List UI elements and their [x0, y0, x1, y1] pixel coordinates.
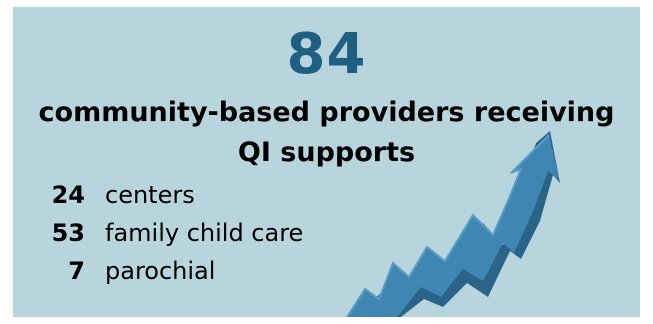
trending-up-arrow-icon — [346, 131, 560, 317]
breakdown-row-centers: 24 centers — [29, 181, 349, 219]
breakdown-row-family-child-care: 53 family child care — [29, 219, 349, 257]
breakdown-count: 24 — [51, 181, 85, 209]
arrow-highlight — [346, 134, 550, 317]
headline-line-1: community-based providers receiving — [38, 97, 615, 128]
breakdown-label: family child care — [105, 219, 304, 247]
breakdown-label: parochial — [105, 257, 216, 285]
stat-number: 84 — [286, 22, 367, 87]
headline-line-2: QI supports — [237, 137, 416, 168]
breakdown-label: centers — [105, 181, 195, 209]
provider-breakdown-list: 24 centers 53 family child care 7 paroch… — [29, 181, 349, 295]
breakdown-count: 7 — [68, 257, 85, 285]
stat-headline: community-based providers receiving QI s… — [13, 93, 640, 173]
arrow-front-face — [347, 135, 559, 317]
breakdown-count: 53 — [51, 219, 85, 247]
infographic-card: 84 community-based providers receiving Q… — [13, 7, 640, 317]
breakdown-row-parochial: 7 parochial — [29, 257, 349, 295]
